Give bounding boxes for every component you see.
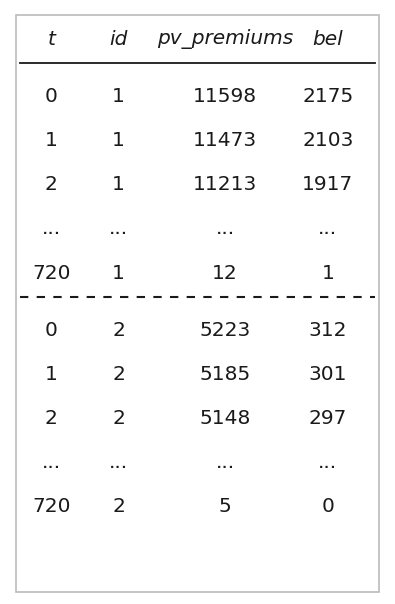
Text: 2103: 2103 xyxy=(302,131,354,150)
Text: 1: 1 xyxy=(112,87,125,106)
Text: 2: 2 xyxy=(45,175,58,194)
Text: 2: 2 xyxy=(112,321,125,340)
Text: 2: 2 xyxy=(45,409,58,428)
Text: 12: 12 xyxy=(212,263,238,283)
Text: 5148: 5148 xyxy=(199,409,251,428)
Text: 11473: 11473 xyxy=(193,131,257,150)
Text: 2175: 2175 xyxy=(302,87,354,106)
Text: ...: ... xyxy=(216,219,235,239)
Text: 2: 2 xyxy=(112,497,125,516)
Text: 1: 1 xyxy=(322,263,334,283)
Text: 11213: 11213 xyxy=(193,175,257,194)
Text: 720: 720 xyxy=(32,497,71,516)
Text: 1: 1 xyxy=(45,365,58,384)
Text: ...: ... xyxy=(109,453,128,472)
Text: 0: 0 xyxy=(45,321,58,340)
Text: ...: ... xyxy=(42,219,61,239)
Text: 1917: 1917 xyxy=(302,175,354,194)
Text: ...: ... xyxy=(42,453,61,472)
Text: 5185: 5185 xyxy=(199,365,251,384)
Text: 1: 1 xyxy=(112,263,125,283)
Text: 1: 1 xyxy=(112,175,125,194)
Text: id: id xyxy=(109,30,128,49)
Text: 2: 2 xyxy=(112,365,125,384)
Text: bel: bel xyxy=(312,30,343,49)
Text: 297: 297 xyxy=(308,409,347,428)
Text: t: t xyxy=(47,30,55,49)
Text: 312: 312 xyxy=(308,321,347,340)
Text: 0: 0 xyxy=(45,87,58,106)
Text: 5: 5 xyxy=(219,497,231,516)
Text: ...: ... xyxy=(318,219,337,239)
Text: 1: 1 xyxy=(112,131,125,150)
Text: 720: 720 xyxy=(32,263,71,283)
Text: 5223: 5223 xyxy=(199,321,251,340)
Text: 11598: 11598 xyxy=(193,87,257,106)
Text: pv_premiums: pv_premiums xyxy=(157,29,293,50)
Text: ...: ... xyxy=(109,219,128,239)
Text: 0: 0 xyxy=(322,497,334,516)
Text: ...: ... xyxy=(216,453,235,472)
Text: 1: 1 xyxy=(45,131,58,150)
Text: 2: 2 xyxy=(112,409,125,428)
FancyBboxPatch shape xyxy=(16,15,379,592)
Text: ...: ... xyxy=(318,453,337,472)
Text: 301: 301 xyxy=(308,365,347,384)
